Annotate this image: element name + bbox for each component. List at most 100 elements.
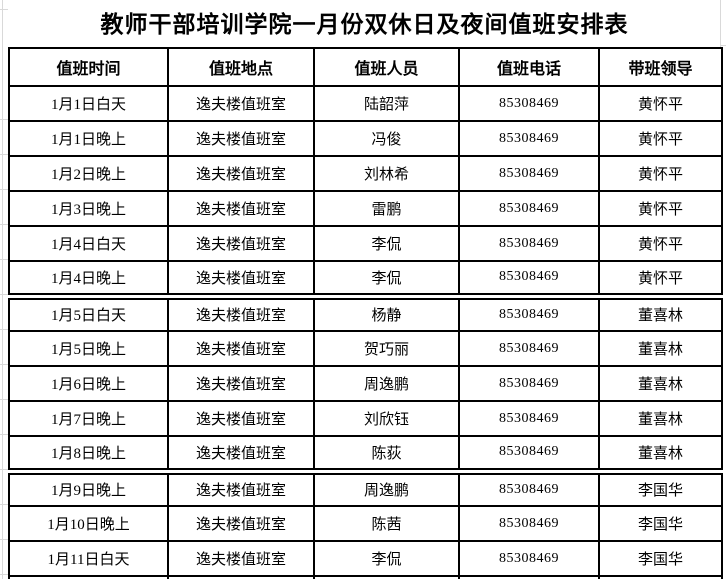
table-row: 1月8日晚上 逸夫楼值班室 陈荻 85308469 董喜林 bbox=[8, 435, 723, 472]
table-row: 1月3日晚上 逸夫楼值班室 雷鹏 85308469 黄怀平 bbox=[8, 190, 723, 227]
table-cell: 董喜林 bbox=[598, 292, 723, 332]
table-cell: 85308469 bbox=[458, 225, 600, 262]
table-cell: 李侃 bbox=[313, 260, 460, 297]
table-cell: 李国华 bbox=[598, 505, 723, 542]
table-cell: 逸夫楼值班室 bbox=[167, 120, 315, 157]
table-cell bbox=[167, 575, 315, 579]
table-cell: 董喜林 bbox=[598, 435, 723, 472]
table-row: 1月2日晚上 逸夫楼值班室 刘林希 85308469 黄怀平 bbox=[8, 155, 723, 192]
table-cell: 黄怀平 bbox=[598, 260, 723, 297]
table-cell: 1月4日晚上 bbox=[8, 260, 169, 297]
table-body: 1月1日白天 逸夫楼值班室 陆韶萍 85308469 黄怀平 1月1日晚上 逸夫楼值班室 冯俊… bbox=[8, 85, 723, 579]
table-cell: 85308469 bbox=[458, 540, 600, 577]
table-cell: 逸夫楼值班室 bbox=[167, 467, 315, 507]
table-cell bbox=[458, 575, 600, 579]
table-cell: 黄怀平 bbox=[598, 190, 723, 227]
table-cell: 逸夫楼值班室 bbox=[167, 505, 315, 542]
table-cell: 黄怀平 bbox=[598, 155, 723, 192]
page-title: 教师干部培训学院一月份双休日及夜间值班安排表 bbox=[100, 12, 629, 37]
table-cell: 逸夫楼值班室 bbox=[167, 330, 315, 367]
table-cell: 周逸鹏 bbox=[313, 467, 460, 507]
table-cell bbox=[8, 575, 169, 579]
table-cell: 1月8日晚上 bbox=[8, 435, 169, 472]
table-cell: 李国华 bbox=[598, 467, 723, 507]
table-cell: 逸夫楼值班室 bbox=[167, 435, 315, 472]
table-cell: 逸夫楼值班室 bbox=[167, 540, 315, 577]
table-cell: 逸夫楼值班室 bbox=[167, 260, 315, 297]
table-cell: 1月5日晚上 bbox=[8, 330, 169, 367]
table-cell: 董喜林 bbox=[598, 330, 723, 367]
table-cell: 冯俊 bbox=[313, 120, 460, 157]
table-cell: 逸夫楼值班室 bbox=[167, 190, 315, 227]
table-cell: 逸夫楼值班室 bbox=[167, 225, 315, 262]
table-row: 1月6日晚上 逸夫楼值班室 周逸鹏 85308469 董喜林 bbox=[8, 365, 723, 402]
table-cell: 85308469 bbox=[458, 400, 600, 437]
table-row: 1月4日白天 逸夫楼值班室 李侃 85308469 黄怀平 bbox=[8, 225, 723, 262]
table-cell: 董喜林 bbox=[598, 365, 723, 402]
table-cell: 1月4日白天 bbox=[8, 225, 169, 262]
table-cell: 李侃 bbox=[313, 225, 460, 262]
table-cell: 黄怀平 bbox=[598, 85, 723, 122]
table-cell: 周逸鹏 bbox=[313, 365, 460, 402]
table-cell: 85308469 bbox=[458, 330, 600, 367]
header-row: 值班时间 值班地点 值班人员 值班电话 带班领导 bbox=[8, 47, 723, 87]
table-cell: 1月3日晚上 bbox=[8, 190, 169, 227]
table-cell: 逸夫楼值班室 bbox=[167, 292, 315, 332]
table-cell: 贺巧丽 bbox=[313, 330, 460, 367]
table-cell: 李国华 bbox=[598, 540, 723, 577]
gridline-horizontal-top-left bbox=[0, 9, 8, 10]
table-cell: 1月10日晚上 bbox=[8, 505, 169, 542]
table-row: 1月4日晚上 逸夫楼值班室 李侃 85308469 黄怀平 bbox=[8, 260, 723, 297]
table-cell: 85308469 bbox=[458, 467, 600, 507]
gridline-horizontal-top-right bbox=[721, 45, 726, 46]
table-cell: 85308469 bbox=[458, 435, 600, 472]
table-cell: 逸夫楼值班室 bbox=[167, 365, 315, 402]
table-cell: 85308469 bbox=[458, 120, 600, 157]
column-header: 带班领导 bbox=[598, 47, 723, 87]
table-row: 1月5日晚上 逸夫楼值班室 贺巧丽 85308469 董喜林 bbox=[8, 330, 723, 367]
table-cell: 85308469 bbox=[458, 365, 600, 402]
table-cell: 1月11日白天 bbox=[8, 540, 169, 577]
table-cell: 董喜林 bbox=[598, 400, 723, 437]
table-cell bbox=[598, 575, 723, 579]
duty-schedule-table: 值班时间 值班地点 值班人员 值班电话 带班领导 1月1日白天 逸夫楼值班室 陆韶萍 8530… bbox=[8, 47, 723, 579]
gridline-vertical-right bbox=[720, 0, 721, 47]
column-header: 值班电话 bbox=[458, 47, 600, 87]
table-cell: 雷鹏 bbox=[313, 190, 460, 227]
table-cell: 逸夫楼值班室 bbox=[167, 400, 315, 437]
table-cell: 85308469 bbox=[458, 260, 600, 297]
table-cell: 陆韶萍 bbox=[313, 85, 460, 122]
table-cell: 刘林希 bbox=[313, 155, 460, 192]
table-row: 1月5日白天 逸夫楼值班室 杨静 85308469 董喜林 bbox=[8, 292, 723, 332]
table-cell: 陈荻 bbox=[313, 435, 460, 472]
table-cell: 逸夫楼值班室 bbox=[167, 155, 315, 192]
table-cell: 陈茜 bbox=[313, 505, 460, 542]
table-cell: 黄怀平 bbox=[598, 225, 723, 262]
table-cell: 1月6日晚上 bbox=[8, 365, 169, 402]
table-cell: 85308469 bbox=[458, 155, 600, 192]
table-cell: 85308469 bbox=[458, 505, 600, 542]
table-row: 1月11日白天 逸夫楼值班室 李侃 85308469 李国华 bbox=[8, 540, 723, 577]
table-cell: 杨静 bbox=[313, 292, 460, 332]
table-row: 1月9日晚上 逸夫楼值班室 周逸鹏 85308469 李国华 bbox=[8, 467, 723, 507]
gridline-row-stubs bbox=[0, 85, 8, 579]
table-cell: 1月2日晚上 bbox=[8, 155, 169, 192]
column-header: 值班人员 bbox=[313, 47, 460, 87]
table-row: 1月7日晚上 逸夫楼值班室 刘欣钰 85308469 董喜林 bbox=[8, 400, 723, 437]
column-header: 值班地点 bbox=[167, 47, 315, 87]
table-row: 1月1日晚上 逸夫楼值班室 冯俊 85308469 黄怀平 bbox=[8, 120, 723, 157]
table-row: 1月1日白天 逸夫楼值班室 陆韶萍 85308469 黄怀平 bbox=[8, 85, 723, 122]
table-cell: 1月7日晚上 bbox=[8, 400, 169, 437]
table-cell: 李侃 bbox=[313, 540, 460, 577]
table-cell: 逸夫楼值班室 bbox=[167, 85, 315, 122]
table-cell: 刘欣钰 bbox=[313, 400, 460, 437]
table-cell: 黄怀平 bbox=[598, 120, 723, 157]
table-cell: 85308469 bbox=[458, 190, 600, 227]
table-cell: 1月9日晚上 bbox=[8, 467, 169, 507]
table-row: 1月10日晚上 逸夫楼值班室 陈茜 85308469 李国华 bbox=[8, 505, 723, 542]
table-row-partial bbox=[8, 575, 723, 579]
table-cell bbox=[313, 575, 460, 579]
table-cell: 85308469 bbox=[458, 85, 600, 122]
table-cell: 1月5日白天 bbox=[8, 292, 169, 332]
